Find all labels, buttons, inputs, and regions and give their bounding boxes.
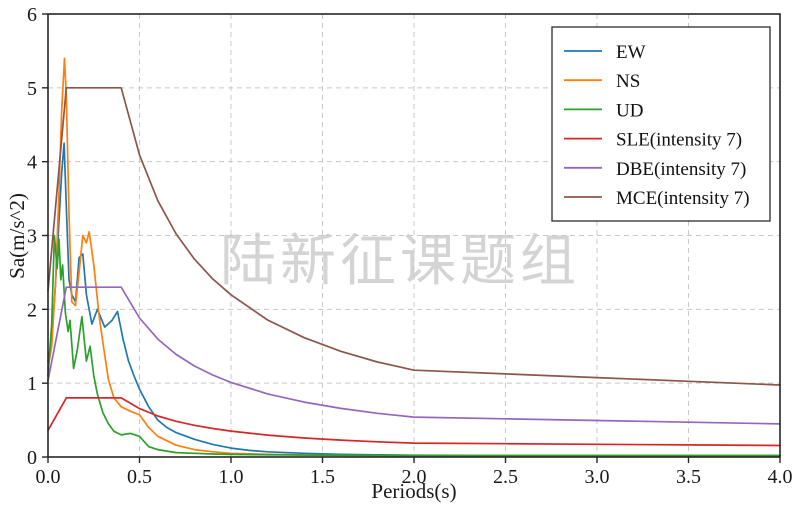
series-lines xyxy=(47,57,781,457)
legend-item-sle-intensity-7-: SLE(intensity 7) xyxy=(564,130,742,151)
x-tick-label: 1.5 xyxy=(310,466,335,488)
x-tick-label: 3.0 xyxy=(585,466,610,488)
legend-label: NS xyxy=(616,71,640,92)
series-line-dbe-intensity-7- xyxy=(47,286,781,425)
series-line-sle-intensity-7- xyxy=(47,397,781,447)
y-tick-label: 1 xyxy=(27,373,37,395)
x-tick-label: 4.0 xyxy=(768,466,793,488)
legend-label: EW xyxy=(616,42,646,63)
legend-label: SLE(intensity 7) xyxy=(616,130,742,151)
y-tick-label: 5 xyxy=(27,78,37,100)
x-tick-label: 0.5 xyxy=(127,466,152,488)
legend-item-ns: NS xyxy=(564,71,640,92)
watermark-text: 陆新征课题组 xyxy=(220,231,580,293)
legend-item-ew: EW xyxy=(564,42,646,63)
y-tick-label: 0 xyxy=(27,447,37,469)
x-tick-label: 3.5 xyxy=(676,466,701,488)
legend-box: EW NS UD SLE(intensity 7) DBE(intensity 7) MC… xyxy=(551,26,771,222)
x-axis-title: Periods(s) xyxy=(371,479,456,503)
y-tick-label: 4 xyxy=(27,152,37,174)
x-tick-label: 0.0 xyxy=(36,466,61,488)
axis-ticks: 0.0 0.5 1.0 1.5 2.0 2.5 3.0 3.5 4.0 0 1 2 3 4 5 6 xyxy=(27,4,793,488)
legend-item-ud: UD xyxy=(564,100,643,121)
y-axis-title: Sa(m/s^2) xyxy=(5,193,29,279)
x-tick-label: 2.0 xyxy=(402,466,427,488)
series-line-mce-intensity-7- xyxy=(47,86,781,386)
legend-label: DBE(intensity 7) xyxy=(616,159,746,180)
legend-item-dbe-intensity-7-: DBE(intensity 7) xyxy=(564,159,746,180)
y-tick-label: 3 xyxy=(27,226,37,248)
legend-label: MCE(intensity 7) xyxy=(616,188,750,209)
x-tick-label: 1.0 xyxy=(219,466,244,488)
legend-frame xyxy=(551,26,771,222)
legend-label: UD xyxy=(616,100,643,121)
series-line-ew xyxy=(47,142,781,457)
series-line-ud xyxy=(47,234,781,457)
y-tick-label: 2 xyxy=(27,299,37,321)
x-tick-label: 2.5 xyxy=(493,466,518,488)
y-tick-label: 6 xyxy=(27,4,37,26)
legend-item-mce-intensity-7-: MCE(intensity 7) xyxy=(564,188,750,209)
